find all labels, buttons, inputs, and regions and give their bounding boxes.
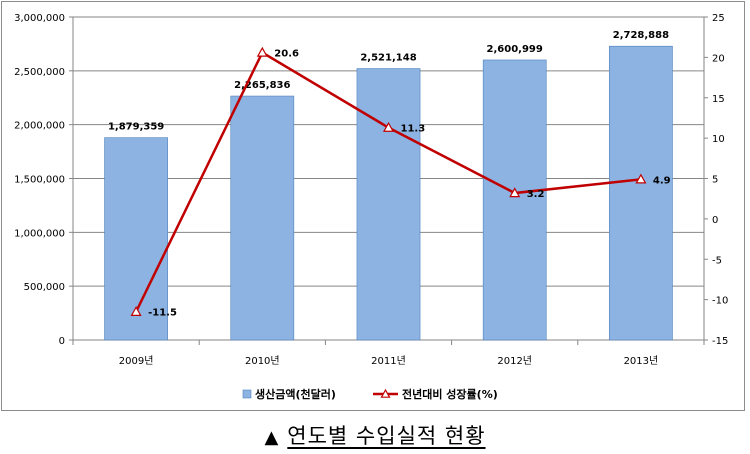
growth-data-label: 3.2 bbox=[527, 189, 545, 200]
x-tick-label: 2009년 bbox=[119, 355, 154, 367]
caption-text: 연도별 수입실적 현황 bbox=[287, 424, 486, 448]
y-left-tick-label: 3,000,000 bbox=[14, 13, 65, 24]
y-right-tick-label: 25 bbox=[712, 13, 725, 24]
legend-line-label: 전년대비 성장률(%) bbox=[402, 387, 498, 401]
y-left-tick-label: 2,500,000 bbox=[14, 67, 65, 78]
growth-marker bbox=[130, 306, 142, 316]
y-right-tick-label: -5 bbox=[712, 255, 722, 266]
y-left-tick-label: 2,000,000 bbox=[14, 121, 65, 132]
y-right-tick-label: 20 bbox=[712, 53, 725, 64]
bar bbox=[609, 45, 673, 341]
bar bbox=[356, 68, 421, 341]
x-tick-label: 2010년 bbox=[245, 355, 280, 367]
bar-data-label: 2,265,836 bbox=[234, 80, 290, 91]
growth-data-label: 20.6 bbox=[274, 49, 299, 60]
bar-data-label: 2,600,999 bbox=[487, 44, 543, 55]
caption-triangle-icon: ▲ bbox=[264, 427, 280, 448]
legend-bar-swatch bbox=[242, 389, 252, 399]
growth-data-label: 11.3 bbox=[401, 124, 426, 135]
growth-marker bbox=[635, 173, 647, 184]
y-left-tick-label: 0 bbox=[59, 336, 65, 347]
y-right-tick-label: -10 bbox=[712, 296, 728, 307]
y-left-tick-label: 1,000,000 bbox=[14, 228, 65, 239]
chart-frame: 0 500,000 1,000,000 1,500,000 2,000,000 2,500… bbox=[1, 1, 745, 411]
x-tick-label: 2011년 bbox=[371, 355, 406, 367]
bar-data-label: 2,728,888 bbox=[613, 30, 669, 41]
legend-bar-label: 생산금액(천달러) bbox=[255, 387, 336, 401]
growth-data-label: -11.5 bbox=[148, 308, 177, 319]
bar-data-label: 2,521,148 bbox=[360, 53, 416, 64]
y-right-tick-label: 0 bbox=[712, 215, 718, 226]
legend-line-marker bbox=[380, 388, 391, 398]
chart-caption: ▲ 연도별 수입실적 현황 bbox=[0, 420, 750, 450]
growth-marker bbox=[509, 187, 521, 198]
y-left-tick-label: 500,000 bbox=[24, 282, 65, 293]
bar bbox=[482, 59, 547, 341]
bar bbox=[230, 95, 295, 341]
growth-marker bbox=[382, 121, 395, 132]
y-right-tick-label: -15 bbox=[712, 336, 728, 347]
growth-marker bbox=[256, 46, 268, 57]
chart-svg: 0 500,000 1,000,000 1,500,000 2,000,000 2,500… bbox=[14, 13, 728, 407]
y-right-tick-label: 10 bbox=[712, 134, 725, 145]
y-right-tick-label: 5 bbox=[712, 175, 718, 186]
bar-data-label: 1,879,359 bbox=[108, 122, 164, 133]
growth-data-label: 4.9 bbox=[653, 175, 671, 186]
y-left-tick-label: 1,500,000 bbox=[14, 175, 65, 186]
x-tick-label: 2012년 bbox=[497, 355, 532, 367]
x-tick-label: 2013년 bbox=[624, 355, 659, 367]
legend-box bbox=[234, 385, 504, 407]
y-right-tick-label: 15 bbox=[712, 94, 725, 105]
